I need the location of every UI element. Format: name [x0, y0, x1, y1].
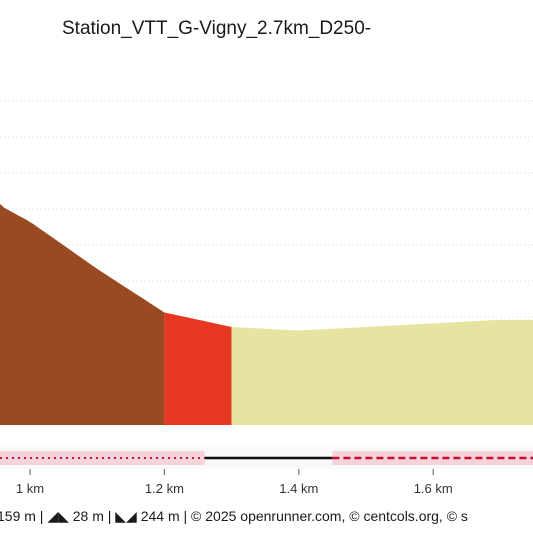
- profile-segment-1: [0, 199, 165, 425]
- x-axis-ticks: 1 km 1.2 km 1.4 km 1.6 km: [16, 469, 453, 496]
- profile-segments: [0, 199, 533, 425]
- x-tick-label: 1.4 km: [279, 481, 318, 496]
- x-tick-label: 1 km: [16, 481, 44, 496]
- x-tick-label: 1.2 km: [145, 481, 184, 496]
- surface-track-bar: [0, 447, 533, 469]
- profile-segment-2: [164, 312, 232, 425]
- profile-segment-3: [231, 319, 533, 425]
- x-tick-label: 1.6 km: [414, 481, 453, 496]
- footer-stats-attribution: 159 m | ◢◣ 28 m | ◣◢ 244 m | © 2025 open…: [0, 508, 468, 524]
- chart-title: Station_VTT_G-Vigny_2.7km_D250-: [62, 18, 371, 39]
